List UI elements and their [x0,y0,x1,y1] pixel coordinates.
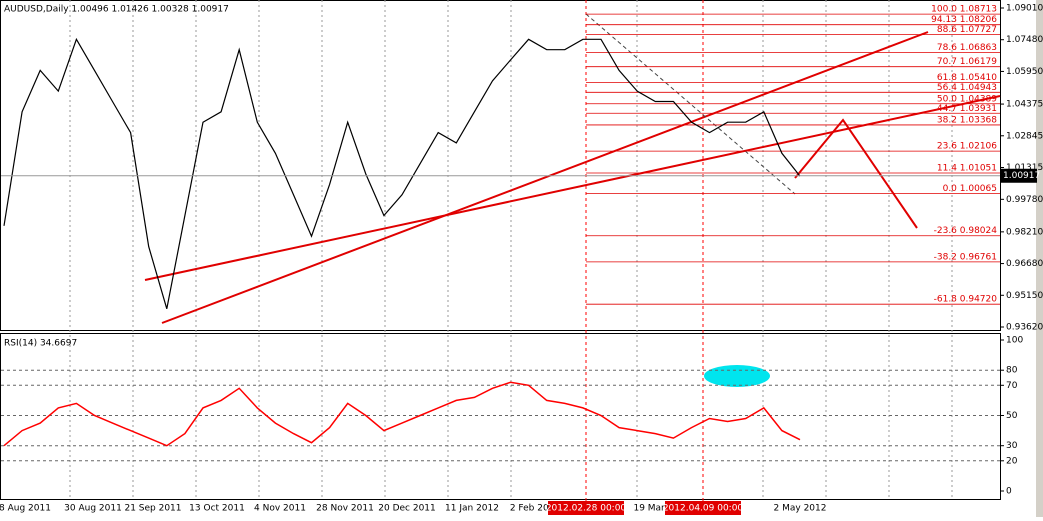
fib-label: 70.7 1.06179 [937,57,997,67]
fib-label: 88.6 1.07727 [937,25,997,35]
fib-baseline [585,13,796,195]
fib-label: 44.7 1.03931 [937,104,997,114]
price-frame [0,0,1001,331]
chart-title: AUDUSD,Daily 1.00496 1.01426 1.00328 1.0… [4,5,229,15]
fib-label: 78.6 1.06863 [937,43,997,53]
time-axis: 8 Aug 2011 30 Aug 2011 21 Sep 2011 13 Oc… [0,501,826,515]
y-tick-label: 80 [1006,366,1018,376]
fib-label: 0.0 1.00065 [943,184,997,194]
x-tick-label: 8 Aug 2011 [0,504,51,514]
date-marker-box [665,501,741,515]
y-tick-label: 1.04375 [1006,100,1043,110]
y-tick-label: 0.96680 [1006,259,1043,269]
y-tick-label: 0.98210 [1006,227,1043,237]
projection [794,118,918,229]
x-tick-label: 4 Nov 2011 [254,504,306,514]
rsi-frame [0,333,1001,500]
y-tick-label: 100 [1006,336,1023,346]
y-tick-label: 0.93620 [1006,323,1043,333]
y-tick-label: 20 [1006,456,1018,466]
scrollbar[interactable] [1036,0,1043,517]
fib-label: 56.4 1.04943 [937,83,997,93]
x-tick-label: 28 Nov 2011 [316,504,374,514]
x-tick-label: 2 Feb 2012 [510,504,560,514]
rsi-line [3,381,801,447]
fib-label: 23.6 1.02106 [937,142,997,152]
fib-label: -38.2 0.96761 [934,252,997,262]
x-tick-label: 11 Jan 2012 [445,504,499,514]
fib-label: -23.6 0.98024 [934,226,998,236]
fib-label: 11.4 1.01051 [937,163,997,173]
y-tick-label: 1.02845 [1006,131,1043,141]
y-tick-label: 50 [1006,411,1018,421]
fib-label: 50.0 1.04389 [937,94,997,104]
y-tick-label: 1.07480 [1006,35,1043,45]
y-tick-label: 0.99780 [1006,195,1043,205]
trend-line [161,31,929,324]
y-tick-label: 0.95150 [1006,291,1043,301]
y-tick-label: 70 [1006,381,1018,391]
price-line [3,37,801,309]
highlight [704,365,770,387]
x-tick-label: 2 May 2012 [774,504,827,514]
fib-label: 100.0 1.08713 [931,5,997,15]
y-tick-label: 1.01315 [1006,163,1043,173]
x-tick-label: 30 Aug 2011 [64,504,122,514]
fib-label: 94.13 1.08206 [931,15,997,25]
date-marker-label: 2012.04.09 00:00 [663,504,744,514]
vertical-grid [69,0,953,500]
date-marker-box [548,501,624,515]
last-price-box [1001,168,1037,183]
x-tick-label: 13 Oct 2011 [189,504,245,514]
last-price-label: 1.00917 [1003,171,1040,181]
trend-line [144,95,1001,281]
trend-lines [144,31,1001,324]
rsi-title: RSI(14) 34.6697 [4,339,77,349]
x-tick-label: 20 Dec 2011 [378,504,436,514]
fib-label: 38.2 1.03368 [937,115,997,125]
x-tick-label: 21 Sep 2011 [124,504,181,514]
fib-label: -61.8 0.94720 [934,295,998,305]
y-tick-label: 1.05950 [1006,67,1043,77]
y-tick-label: 0 [1006,487,1012,497]
x-tick-label: 19 Mar 2012 [633,504,690,514]
fib-label: 61.8 1.05410 [937,73,997,83]
date-marker-label: 2012.02.28 00:00 [546,504,627,514]
y-tick-label: 1.09010 [1006,4,1043,14]
y-tick-label: 30 [1006,441,1018,451]
